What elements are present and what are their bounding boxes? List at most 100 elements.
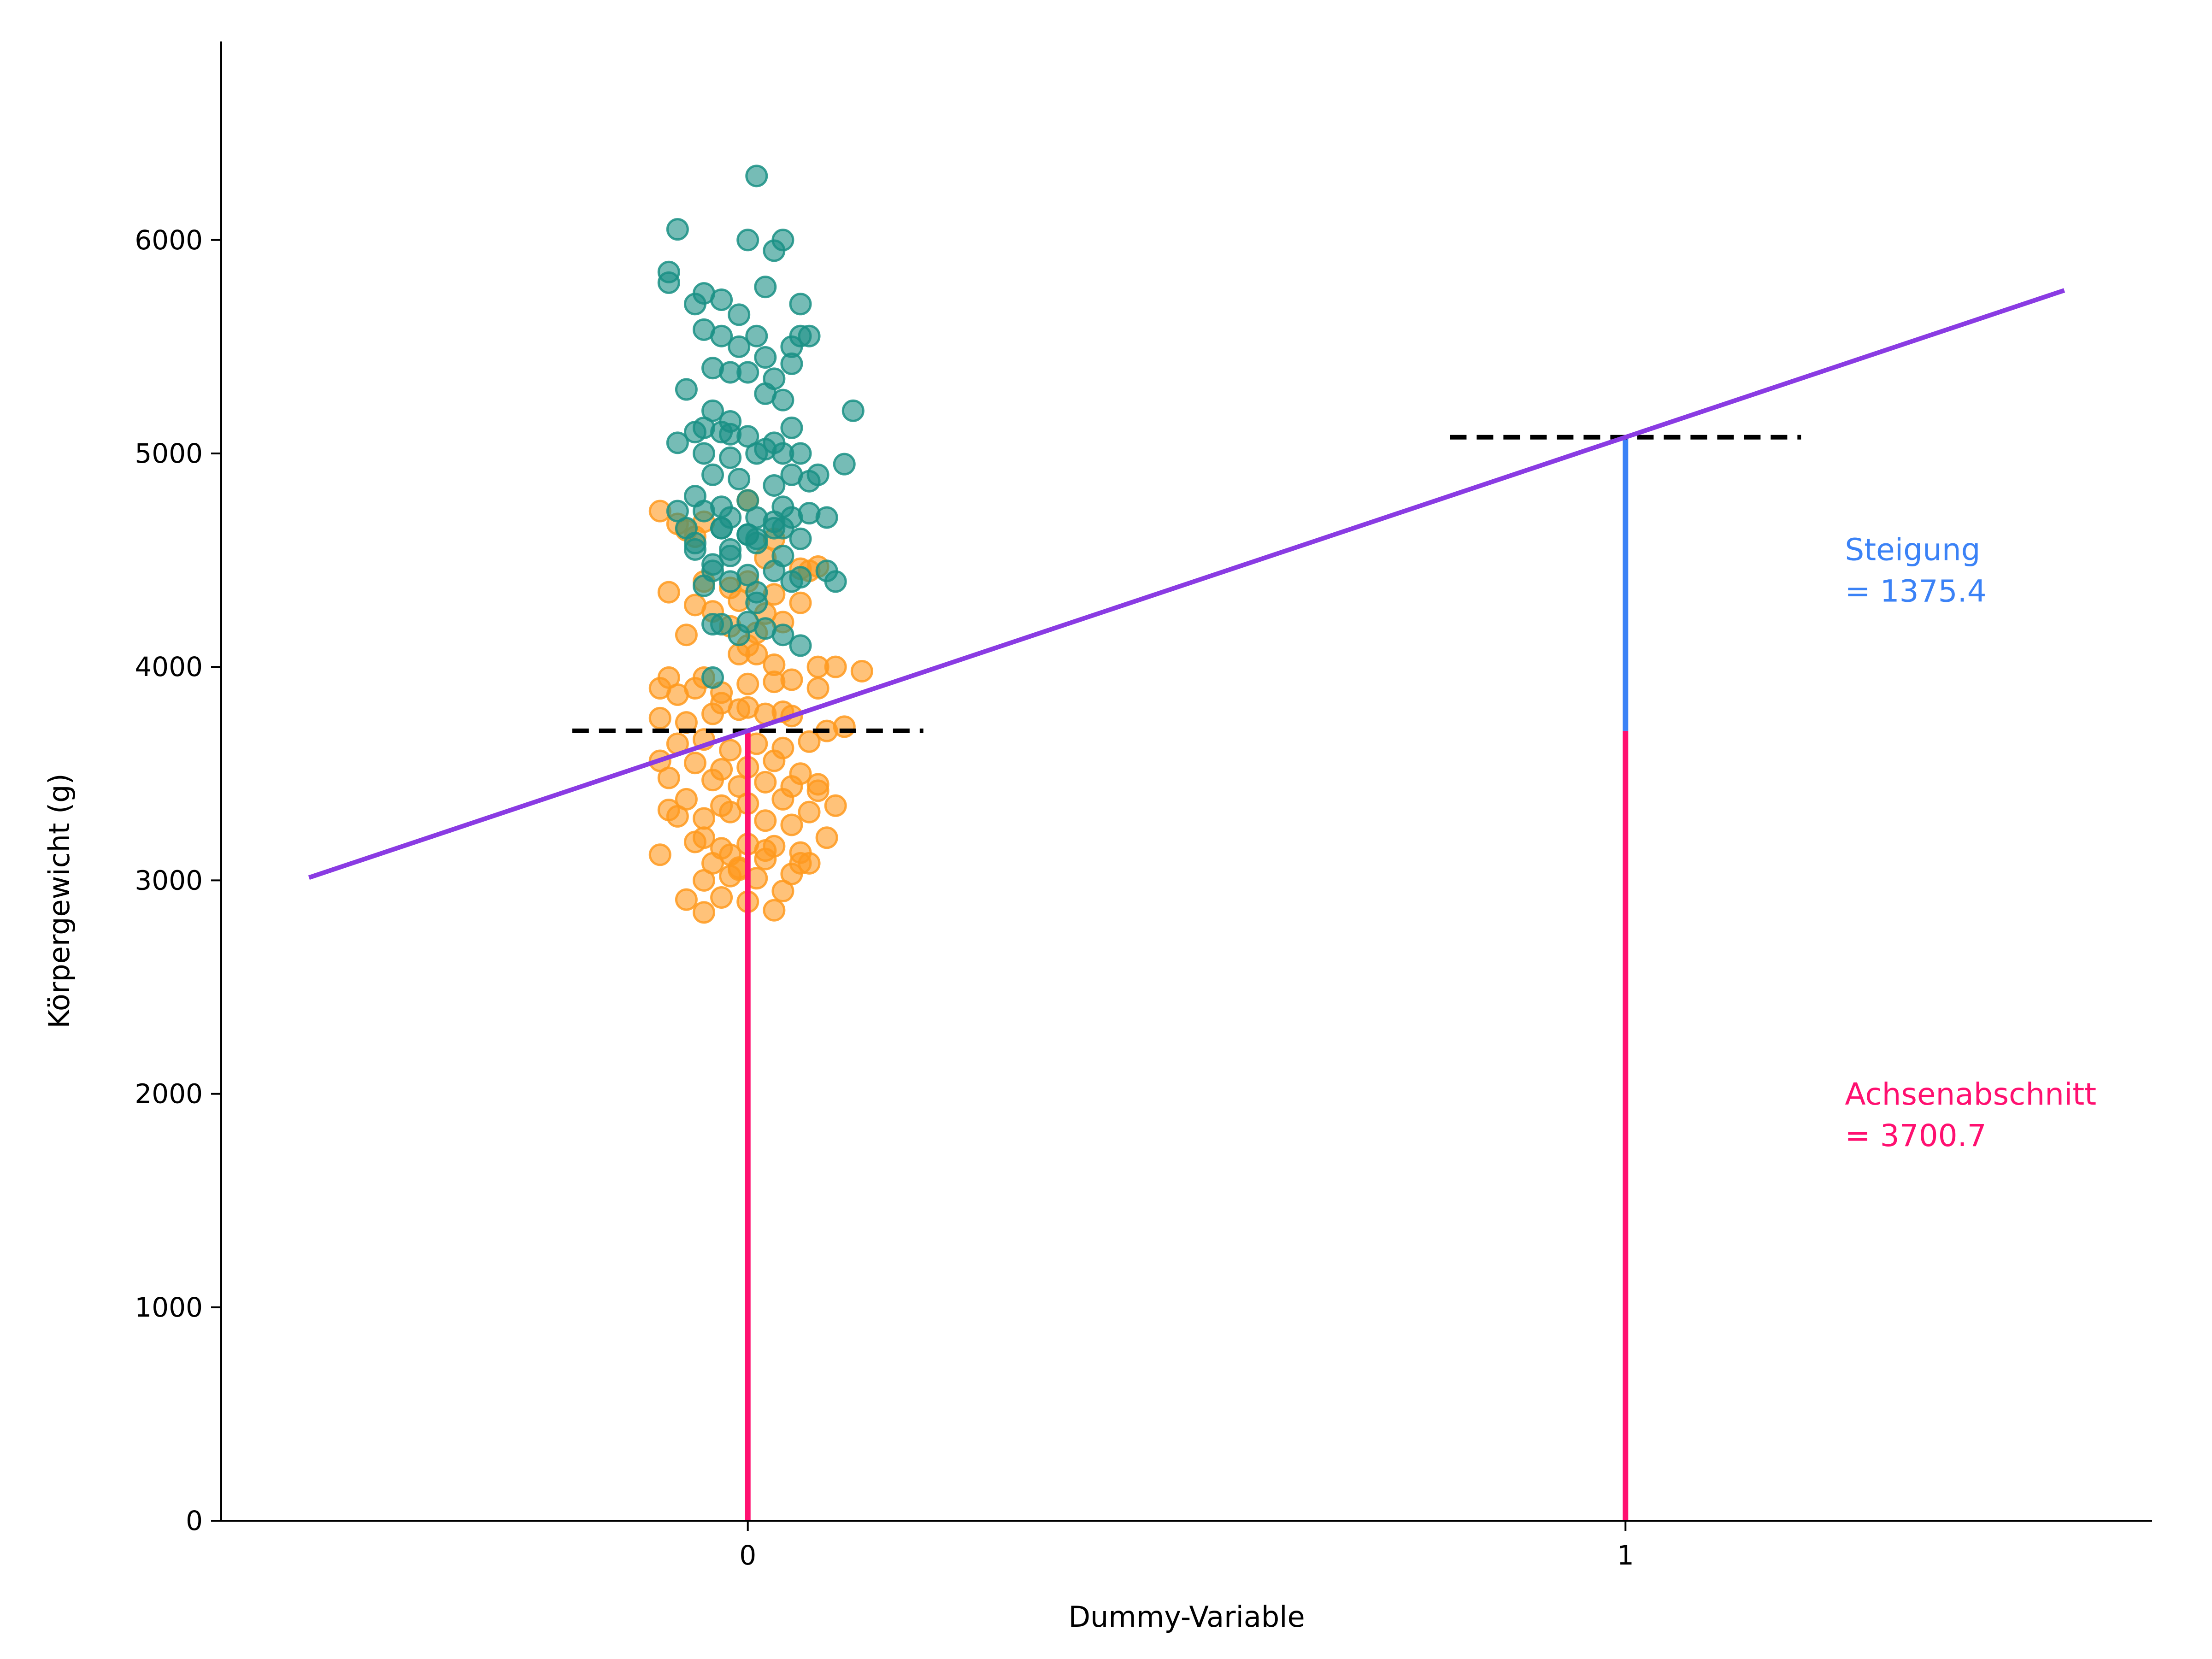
- data-point-group-1: [693, 416, 715, 439]
- data-point-group-1: [666, 218, 689, 241]
- y-tick-label: 4000: [135, 651, 203, 682]
- data-point-group-0: [648, 706, 671, 729]
- data-point-group-0: [824, 655, 847, 678]
- data-point-group-0: [763, 749, 786, 772]
- data-point-group-0: [736, 672, 759, 695]
- data-point-group-1: [763, 474, 786, 497]
- data-point-group-1: [754, 276, 777, 299]
- data-point-group-1: [710, 324, 733, 347]
- data-point-group-1: [683, 293, 706, 316]
- y-tick-label: 0: [186, 1505, 203, 1536]
- data-point-group-1: [798, 470, 821, 493]
- data-point-group-1: [771, 388, 794, 412]
- data-point-group-0: [850, 659, 873, 682]
- data-point-group-1: [701, 463, 724, 486]
- data-point-group-1: [666, 431, 689, 454]
- y-tick-label: 2000: [135, 1078, 203, 1110]
- data-point-group-1: [710, 517, 733, 540]
- x-tick-label: 1: [1617, 1540, 1634, 1571]
- y-tick-label: 5000: [135, 438, 203, 469]
- reference-lines: [308, 288, 2065, 1521]
- data-point-group-0: [806, 773, 830, 796]
- data-point-group-1: [745, 591, 768, 614]
- data-point-group-1: [693, 574, 715, 597]
- data-point-group-0: [754, 771, 777, 794]
- data-point-group-1: [798, 324, 821, 347]
- data-point-group-1: [780, 570, 803, 593]
- data-point-group-1: [815, 559, 838, 582]
- data-point-group-0: [754, 809, 777, 832]
- data-point-group-0: [693, 826, 715, 849]
- data-point-group-0: [683, 752, 706, 775]
- data-point-group-1: [701, 613, 724, 636]
- intercept-annotation-line2: = 3700.7: [1845, 1118, 1986, 1153]
- data-point-group-0: [824, 794, 847, 817]
- data-point-group-1: [780, 416, 803, 439]
- data-point-group-0: [798, 730, 821, 753]
- data-point-group-1: [841, 399, 865, 422]
- y-tick-label: 1000: [135, 1292, 203, 1323]
- data-point-group-0: [736, 696, 759, 719]
- data-point-group-1: [719, 544, 742, 567]
- data-point-group-1: [693, 442, 715, 465]
- data-point-group-1: [666, 500, 689, 523]
- y-tick-label: 3000: [135, 865, 203, 896]
- data-point-group-0: [719, 739, 742, 762]
- data-point-group-0: [693, 807, 715, 830]
- data-point-group-1: [754, 617, 777, 640]
- data-point-group-0: [798, 800, 821, 824]
- data-point-group-0: [675, 888, 698, 911]
- data-point-group-0: [815, 826, 838, 849]
- data-point-group-0: [657, 799, 680, 822]
- data-point-group-0: [657, 766, 680, 789]
- x-tick-label: 0: [739, 1540, 756, 1571]
- slope-annotation-line2: = 1375.4: [1845, 574, 1986, 609]
- data-point-group-0: [710, 692, 733, 715]
- data-point-group-1: [745, 324, 768, 347]
- regression-line: [308, 288, 2065, 880]
- data-point-group-1: [789, 527, 812, 550]
- data-point-group-1: [815, 506, 838, 529]
- data-point-group-0: [701, 769, 724, 792]
- slope-annotation-line1: Steigung: [1845, 532, 1980, 568]
- data-point-group-1: [763, 239, 786, 262]
- data-point-group-1: [745, 165, 768, 188]
- data-point-group-1: [728, 468, 751, 491]
- data-point-group-0: [648, 843, 671, 866]
- data-point-group-0: [754, 839, 777, 862]
- x-axis-label: Dummy-Variable: [1068, 1600, 1305, 1634]
- data-point-group-1: [710, 288, 733, 311]
- data-point-group-0: [833, 715, 856, 738]
- data-point-group-0: [710, 886, 733, 909]
- data-point-group-1: [780, 352, 803, 375]
- data-point-group-0: [771, 880, 794, 903]
- data-point-group-1: [728, 624, 751, 647]
- data-point-group-1: [771, 442, 794, 465]
- data-point-group-1: [693, 500, 715, 523]
- data-point-group-1: [728, 303, 751, 326]
- data-point-group-1: [701, 666, 724, 689]
- data-point-group-1: [719, 570, 742, 593]
- data-point-group-0: [780, 668, 803, 691]
- data-point-group-0: [780, 813, 803, 836]
- data-point-group-1: [833, 453, 856, 476]
- data-point-group-1: [745, 442, 768, 465]
- data-point-group-1: [736, 229, 759, 252]
- data-marks: [648, 165, 873, 924]
- data-point-group-1: [789, 293, 812, 316]
- data-point-group-1: [719, 446, 742, 469]
- data-point-group-1: [763, 559, 786, 582]
- y-tick-label: 6000: [135, 224, 203, 256]
- data-point-group-1: [683, 538, 706, 561]
- data-point-group-1: [728, 335, 751, 358]
- data-point-group-0: [763, 899, 786, 922]
- data-point-group-1: [771, 517, 794, 540]
- data-point-group-0: [806, 677, 830, 700]
- data-point-group-0: [693, 869, 715, 892]
- data-point-group-1: [789, 634, 812, 657]
- y-axis-label: Körpergewicht (g): [42, 773, 76, 1028]
- data-point-group-0: [789, 591, 812, 614]
